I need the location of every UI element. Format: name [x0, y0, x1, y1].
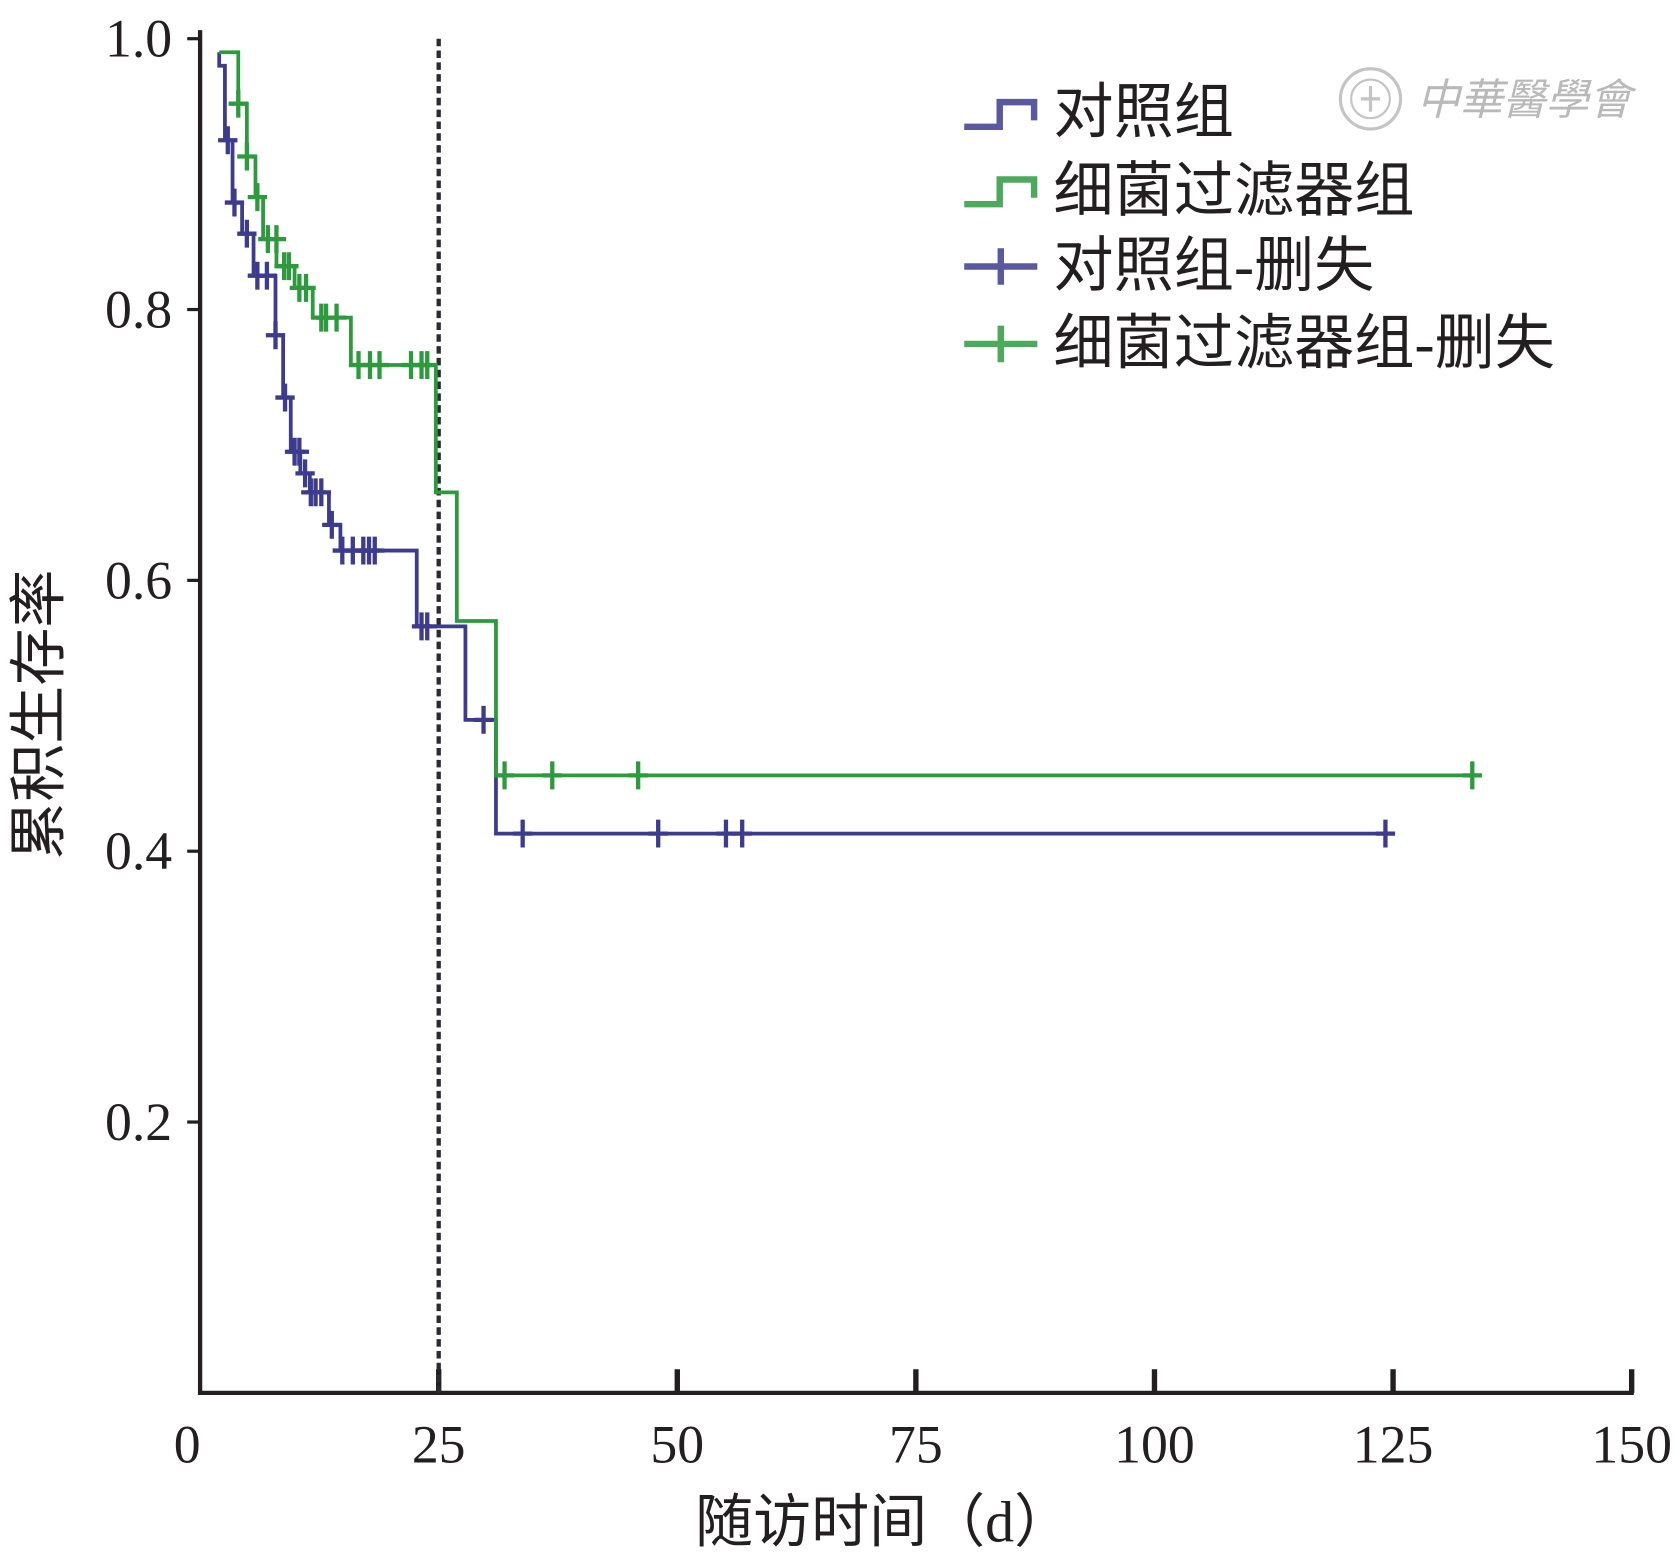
- censor-mark: [322, 510, 342, 539]
- censor-mark: [326, 303, 347, 332]
- censor-mark: [494, 761, 515, 790]
- legend-label: 细菌过滤器组: [1053, 158, 1414, 225]
- legend-label: 细菌过滤器组-删失: [1053, 310, 1554, 377]
- censor-mark: [311, 478, 331, 507]
- censor-mark: [265, 321, 286, 350]
- censor-mark: [275, 383, 295, 412]
- legend-item: 对照组: [964, 79, 1234, 146]
- censor-mark: [732, 819, 752, 848]
- x-tick-label: 25: [412, 1414, 466, 1474]
- censor-mark: [369, 351, 390, 380]
- seal-icon: [1338, 67, 1403, 131]
- censor-mark: [228, 89, 248, 118]
- legend-item: 对照组-删失: [964, 233, 1374, 300]
- y-tick-label: 0.6: [105, 550, 172, 610]
- censor-mark: [365, 536, 385, 565]
- censor-mark: [542, 761, 562, 790]
- legend-item: 细菌过滤器组: [964, 158, 1414, 225]
- censor-mark: [279, 252, 299, 281]
- censor-mark: [237, 219, 257, 248]
- censor-mark: [1462, 761, 1482, 790]
- y-tick-label: 0.4: [105, 821, 172, 881]
- legend-step-icon: [964, 176, 1038, 208]
- y-tick-label: 0.8: [105, 280, 172, 340]
- x-tick-label: 125: [1353, 1414, 1434, 1474]
- censor-mark: [295, 459, 315, 488]
- censor-mark: [266, 225, 287, 254]
- censor-mark: [296, 273, 316, 302]
- x-tick-label: 75: [889, 1414, 943, 1474]
- y-tick-label: 0.2: [105, 1092, 172, 1152]
- legend-label: 对照组-删失: [1053, 233, 1374, 300]
- legend-label: 对照组: [1053, 79, 1234, 146]
- censor-mark: [513, 819, 533, 848]
- censor-mark: [257, 261, 277, 290]
- censor-mark: [628, 761, 648, 790]
- censor-mark: [247, 183, 268, 212]
- x-axis-title: 随访时间（d）: [695, 1489, 1072, 1553]
- x-tick-label: 100: [1114, 1414, 1195, 1474]
- censor-mark: [237, 142, 257, 171]
- y-tick-label: 1.0: [105, 9, 172, 69]
- x-tick-label: 50: [650, 1414, 704, 1474]
- watermark-text: 中華醫學會: [1417, 78, 1638, 125]
- censor-mark: [1375, 819, 1396, 848]
- watermark: 中華醫學會: [1338, 67, 1638, 131]
- y-axis-title: 累积生存率: [6, 570, 71, 860]
- censor-mark: [417, 351, 437, 380]
- x-tick-label: 150: [1591, 1414, 1672, 1474]
- censor-mark: [218, 126, 238, 155]
- axes: 1.0 0.8 0.6 0.4 0.2 0 25 50 75 100 125 150: [105, 9, 1672, 1475]
- survival-curves: [217, 50, 1482, 848]
- censor-mark: [473, 705, 494, 734]
- legend-plus-icon: [964, 248, 1038, 285]
- legend-step-icon: [964, 98, 1038, 131]
- censor-mark: [224, 188, 245, 217]
- censor-mark: [716, 819, 736, 848]
- x-tick-label: 0: [174, 1414, 201, 1474]
- censor-mark: [417, 612, 437, 641]
- censor-mark: [289, 437, 310, 466]
- legend-item: 细菌过滤器组-删失: [964, 310, 1555, 377]
- censor-mark: [648, 819, 668, 848]
- legend: 对照组 细菌过滤器组 对照组-删失 细菌过滤器组-删失: [964, 79, 1555, 377]
- legend-plus-icon: [964, 325, 1038, 363]
